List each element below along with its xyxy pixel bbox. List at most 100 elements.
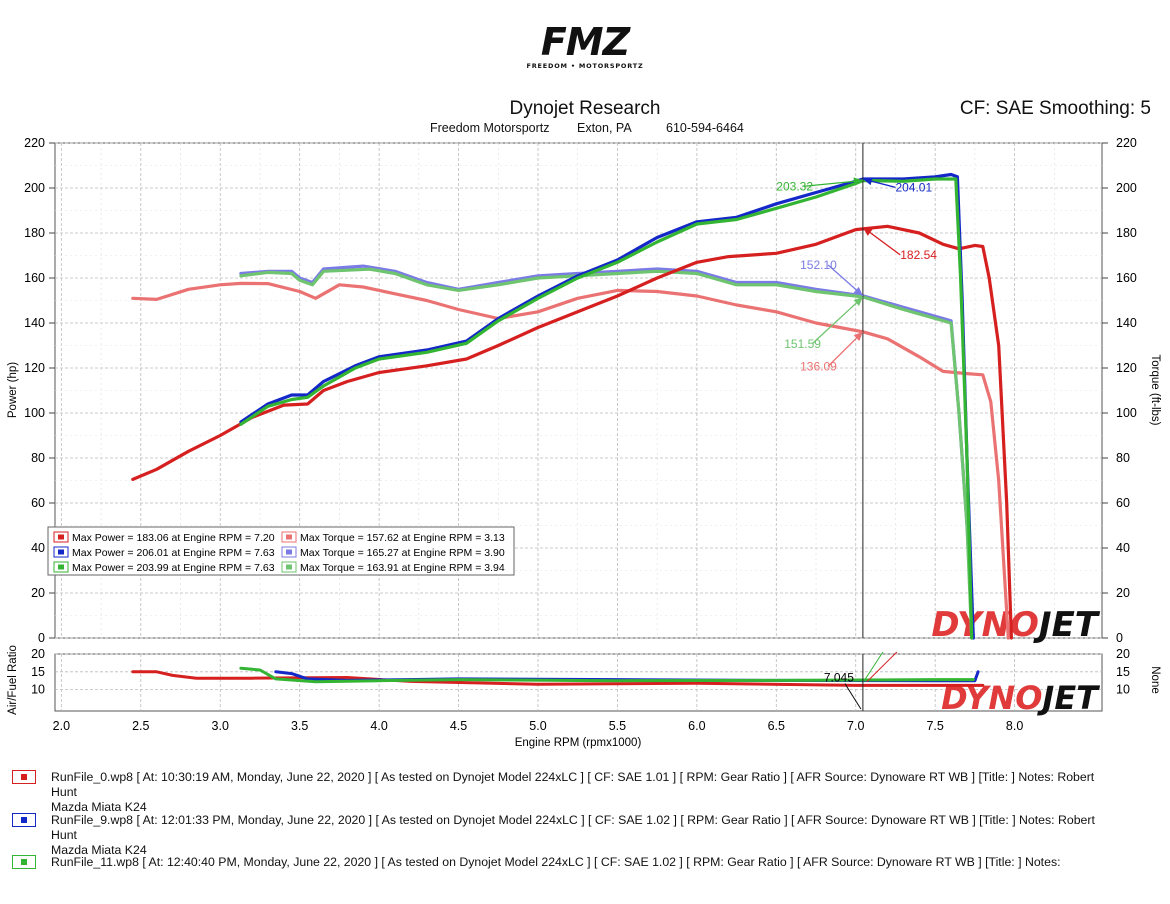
- dynojet-jet-text: JET: [1033, 605, 1101, 645]
- x-tick-label: 3.5: [291, 719, 308, 733]
- legend-swatch-fill-blue: [58, 549, 64, 555]
- afr-y-tick-label-right: 10: [1116, 683, 1130, 697]
- y-tick-label-left: 80: [31, 451, 45, 465]
- main-plot-area: 0 0 20 20 40 40 60 60 80 80 100 100 120 120 140 140 160 1…: [24, 136, 1137, 645]
- x-tick-label: 6.0: [688, 719, 705, 733]
- afr-y-tick-label-left: 10: [31, 683, 45, 697]
- x-axis-title: Engine RPM (rpmx1000): [515, 737, 642, 749]
- dynojet-jet-text: JET: [1036, 679, 1100, 717]
- y-tick-label-left: 120: [24, 361, 45, 375]
- fmz-logo: FMZ FREEDOM • MOTORSPORTZ: [527, 20, 644, 70]
- y-tick-label-left: 200: [24, 181, 45, 195]
- annotation-arrowhead-red: [862, 227, 873, 236]
- power-curve-blue: [239, 172, 975, 640]
- y-tick-label-left: 20: [31, 586, 45, 600]
- x-tick-label: 6.5: [768, 719, 785, 733]
- y-tick-label-left: 40: [31, 541, 45, 555]
- legend-entry: Max Torque = 163.91 at Engine RPM = 3.94: [300, 562, 505, 574]
- afr-y-tick-label-left: 15: [31, 665, 45, 679]
- afr-curve-green: [239, 666, 975, 684]
- x-tick-label: 7.0: [847, 719, 864, 733]
- y-tick-label-left: 220: [24, 136, 45, 150]
- x-tick-label: 5.5: [609, 719, 626, 733]
- afr-y-tick-label-right: 15: [1116, 665, 1130, 679]
- y-tick-label-right: 40: [1116, 541, 1130, 555]
- run-swatch-0: [12, 770, 36, 784]
- legend-entry: Max Power = 203.99 at Engine RPM = 7.63: [72, 562, 275, 574]
- run-entry-1: RunFile_9.wp8 [ At: 12:01:33 PM, Monday,…: [12, 813, 1122, 858]
- legend-swatch-fill-green_torque: [286, 564, 292, 570]
- cursor-rpm-label: 7.045: [824, 670, 854, 684]
- annotation-arrow-green: [804, 179, 863, 187]
- afr-y-tick-label-left: 20: [31, 647, 45, 661]
- dyno-chart: 0 0 20 20 40 40 60 60 80 80 100 100 120 120 140 140 160 1…: [7, 136, 1161, 749]
- run-line1-0: RunFile_0.wp8 [ At: 10:30:19 AM, Monday,…: [51, 770, 1095, 799]
- y2-axis-title-none: None: [1149, 666, 1161, 694]
- cf-info: CF: SAE Smoothing: 5: [959, 98, 1151, 119]
- run-line2-1: Mazda Miata K24: [51, 843, 147, 857]
- legend-swatch-fill-red: [58, 534, 64, 540]
- logo-main-text: FMZ: [541, 20, 632, 64]
- run-line1-2: RunFile_11.wp8 [ At: 12:40:40 PM, Monday…: [51, 855, 1061, 869]
- power-curve-red: [131, 224, 1013, 640]
- annotation-label-blue: 204.01: [895, 180, 932, 194]
- run-entry-2: RunFile_11.wp8 [ At: 12:40:40 PM, Monday…: [12, 855, 1122, 870]
- shop-phone: 610-594-6464: [666, 121, 744, 135]
- afr-red-spike: [866, 651, 898, 683]
- x-tick-label: 7.5: [926, 719, 943, 733]
- dynojet-watermark-main: DYNOJET: [931, 605, 1100, 645]
- y-tick-label-left: 160: [24, 271, 45, 285]
- afr-plot-frame: [54, 653, 1103, 712]
- dynojet-watermark-afr: DYNOJET: [941, 679, 1100, 717]
- y-tick-label-right: 20: [1116, 586, 1130, 600]
- y-tick-label-left: 60: [31, 496, 45, 510]
- y-tick-label-left: 140: [24, 316, 45, 330]
- legend-entry: Max Torque = 157.62 at Engine RPM = 3.13: [300, 532, 505, 544]
- legend-entry: Max Torque = 165.27 at Engine RPM = 3.90: [300, 547, 505, 559]
- y-tick-label-right: 180: [1116, 226, 1137, 240]
- annotation-arrowhead-blue_torque: [853, 286, 863, 296]
- dynojet-dyno-text: DYNO: [931, 605, 1039, 645]
- annotation-label-blue_torque: 152.10: [800, 258, 837, 272]
- y-axis-title-afr: Air/Fuel Ratio: [7, 645, 19, 715]
- y-tick-label-right: 100: [1116, 406, 1137, 420]
- annotation-arrowhead-green_torque: [853, 296, 863, 306]
- afr-plot-area: 2.0 2.5 3.0 3.5 4.0 4.5 5.0 5.5 6.0 6.5 7.0 7.5 8.0 1…: [31, 647, 1130, 733]
- y-tick-label-right: 80: [1116, 451, 1130, 465]
- chart-title: Dynojet Research: [509, 98, 661, 119]
- y-tick-label-right: 120: [1116, 361, 1137, 375]
- x-tick-label: 3.0: [212, 719, 229, 733]
- torque-curve-red_torque: [131, 281, 1010, 640]
- annotation-arrow-green_torque: [811, 296, 864, 345]
- x-tick-label: 2.5: [132, 719, 149, 733]
- legend-swatch-fill-green: [58, 564, 64, 570]
- legend-swatch-fill-red_torque: [286, 534, 292, 540]
- power-curve-green: [239, 177, 974, 640]
- cursor-arrow: [844, 683, 862, 710]
- annotation-label-red_torque: 136.09: [800, 359, 837, 373]
- y-tick-label-right: 140: [1116, 316, 1137, 330]
- logo-sub-text: FREEDOM • MOTORSPORTZ: [527, 62, 644, 70]
- y-tick-label-right: 220: [1116, 136, 1137, 150]
- afr-curve-red: [131, 670, 985, 687]
- torque-curve-green_torque: [239, 267, 974, 640]
- y-tick-label-left: 100: [24, 406, 45, 420]
- x-tick-label: 2.0: [53, 719, 70, 733]
- run-line2-0: Mazda Miata K24: [51, 800, 147, 814]
- annotation-label-green: 203.32: [776, 179, 813, 193]
- afr-y-tick-label-right: 20: [1116, 647, 1130, 661]
- x-tick-label: 4.5: [450, 719, 467, 733]
- y-tick-label-right: 160: [1116, 271, 1137, 285]
- annotation-arrowhead-red_torque: [853, 331, 863, 341]
- annotation-arrowhead-green: [853, 177, 863, 186]
- annotation-arrowhead-blue: [862, 177, 873, 186]
- x-tick-label: 8.0: [1006, 719, 1023, 733]
- annotation-label-red: 182.54: [900, 248, 937, 262]
- shop-city: Exton, PA: [577, 121, 632, 135]
- shop-name: Freedom Motorsportz: [430, 121, 550, 135]
- y-tick-label-left: 0: [38, 631, 45, 645]
- run-line1-1: RunFile_9.wp8 [ At: 12:01:33 PM, Monday,…: [51, 813, 1095, 842]
- y-tick-label-left: 180: [24, 226, 45, 240]
- legend-box: [47, 526, 515, 576]
- y-axis-title-torque: Torque (ft-lbs): [1149, 355, 1161, 426]
